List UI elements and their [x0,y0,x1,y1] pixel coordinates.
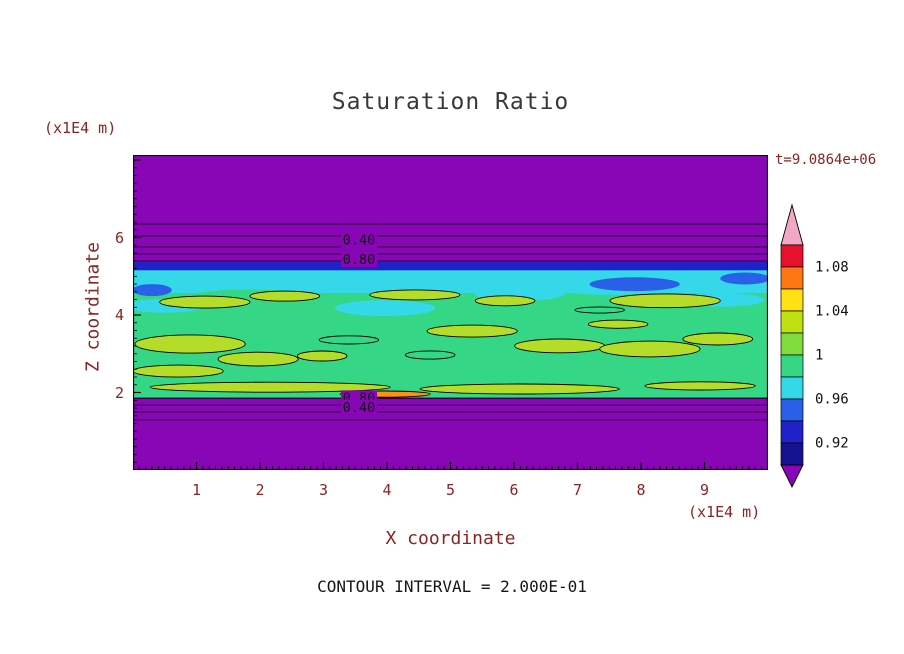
contour-interval-label: CONTOUR INTERVAL = 2.000E-01 [317,577,587,596]
colorbar-segment [780,442,804,466]
contour-line-label: 0.80 [343,252,376,268]
saturation-band [133,262,768,271]
y-tick-label: 2 [114,383,124,402]
contour-line-label: 0.40 [343,233,376,249]
plot-border [133,155,768,470]
contour-patch [334,300,436,316]
contour-line-label: 0.40 [343,400,376,416]
contour-patch [318,335,380,345]
colorbar-segment [780,310,804,334]
contour-patch [514,338,606,354]
x-tick-label: 3 [318,481,329,499]
x-tick-label: 9 [699,481,710,499]
contour-label-mask [341,252,378,268]
colorbar-segment [780,398,804,422]
x-tick-label: 6 [509,481,519,499]
colorbar-tick-label: 1 [815,348,823,364]
y-axis-title: Z coordinate [82,241,104,373]
colorbar-segment [780,266,804,290]
contour-patch [133,364,224,378]
contour-patch [574,306,625,314]
colorbar-segment [780,420,804,444]
contour-patch [133,284,172,297]
y-tick-label: 6 [114,228,124,247]
contour-patch [644,381,756,391]
colorbar-segment [780,376,804,400]
colorbar-bottom-arrow [780,464,804,489]
colorbar-tick-label: 0.96 [815,392,849,408]
colorbar-segment [780,288,804,312]
contour-patch [682,332,754,346]
x-tick-label: 1 [191,481,202,499]
colorbar: 1.08 1.04 1 0.96 0.92 [780,203,849,489]
contour-patch [369,289,461,301]
colorbar-segment [780,354,804,378]
contour-patch [217,351,299,367]
contour-patch [296,350,348,362]
y-axis-unit-label: (x1E4 m) [44,119,117,137]
colorbar-tick-label: 1.08 [815,260,849,276]
contour-label-mask [341,232,378,248]
x-tick-label: 8 [636,481,646,499]
time-annotation: t=9.0864e+06 [775,152,877,168]
y-tick-label: 4 [114,306,124,325]
contour-patch [720,272,768,285]
contour-plot: 0.400.800.800.40 [133,155,768,470]
x-axis-unit-label: (x1E4 m) [688,503,761,521]
contour-patch [419,383,620,395]
contour-patch [609,293,721,309]
contour-label-mask [341,399,378,415]
contour-patch [134,334,246,354]
colorbar-segment [780,332,804,356]
chart-title: Saturation Ratio [331,89,570,115]
x-tick-label: 7 [572,481,583,499]
contour-patch [599,340,701,358]
contour-patch [249,290,321,302]
x-tick-label: 5 [445,481,456,499]
contour-patch [426,324,518,338]
colorbar-top-arrow [780,203,804,246]
contour-patch [587,319,649,329]
contour-patch [149,381,391,393]
x-tick-label: 2 [255,481,265,499]
colorbar-tick-label: 1.04 [815,304,849,320]
contour-patch [159,295,251,309]
x-axis-title: X coordinate [385,528,516,549]
colorbar-tick-label: 0.92 [815,436,849,452]
contour-patch [589,277,680,292]
x-tick-label: 4 [382,481,392,499]
contour-patch [404,350,456,360]
colorbar-segment [780,244,804,268]
contour-patch [474,295,536,307]
